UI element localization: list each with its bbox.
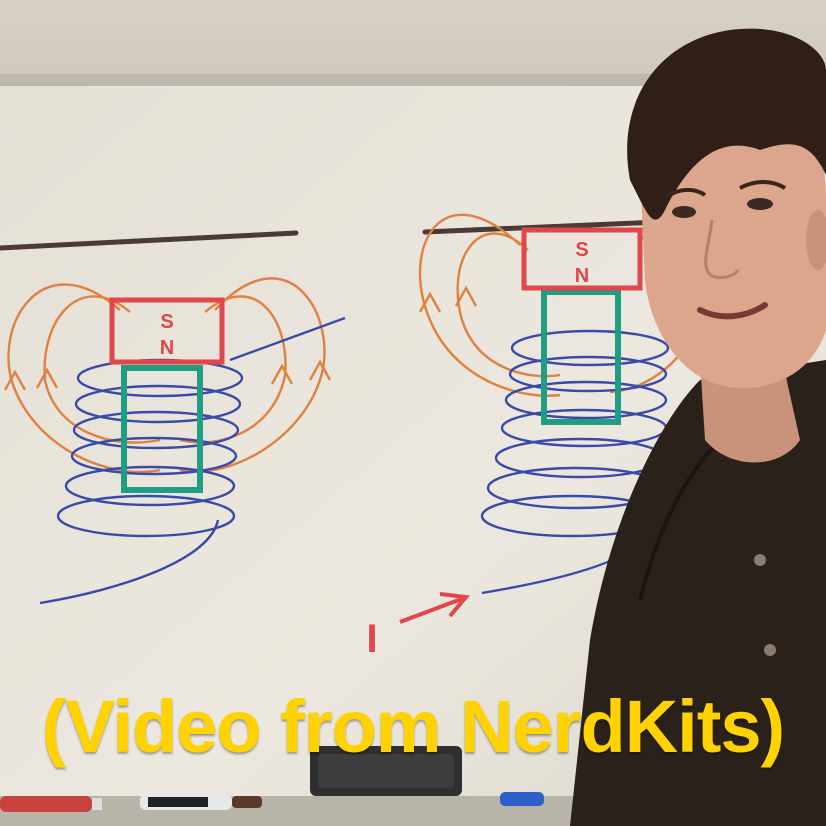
right-iron-core	[541, 289, 621, 425]
right-surface-line	[422, 219, 663, 235]
shirt-button	[754, 554, 766, 566]
shirt-button	[764, 644, 776, 656]
presenter-hair	[627, 28, 826, 220]
presenter-shirt	[570, 360, 826, 826]
left-surface-line	[0, 230, 299, 251]
left-coil	[39, 316, 346, 605]
presenter-nose	[704, 219, 740, 280]
current-arrow	[399, 592, 470, 624]
presenter-mouth	[697, 302, 768, 320]
presenter	[570, 28, 826, 826]
presenter-eye	[672, 206, 696, 218]
right-magnet-n: N	[575, 265, 589, 287]
right-field-arrows	[418, 285, 478, 313]
left-diagram: S N	[0, 230, 346, 605]
left-magnet-s: S	[160, 311, 173, 333]
right-magnet: S N	[521, 227, 643, 291]
red-marker	[0, 796, 92, 812]
right-magnet-s: S	[575, 239, 588, 261]
current-label: I	[366, 617, 377, 661]
blue-marker	[500, 792, 544, 806]
whiteboard-frame	[0, 74, 826, 86]
presenter-eye	[747, 198, 773, 210]
presenter-ear	[806, 210, 826, 270]
eraser	[310, 746, 462, 796]
left-iron-core	[121, 365, 203, 493]
left-magnet-n: N	[160, 337, 174, 359]
markers	[0, 792, 544, 812]
left-field-arrows	[3, 359, 332, 391]
left-magnet: S N	[109, 297, 225, 365]
video-caption: (Video from NerdKits)	[41, 684, 785, 768]
